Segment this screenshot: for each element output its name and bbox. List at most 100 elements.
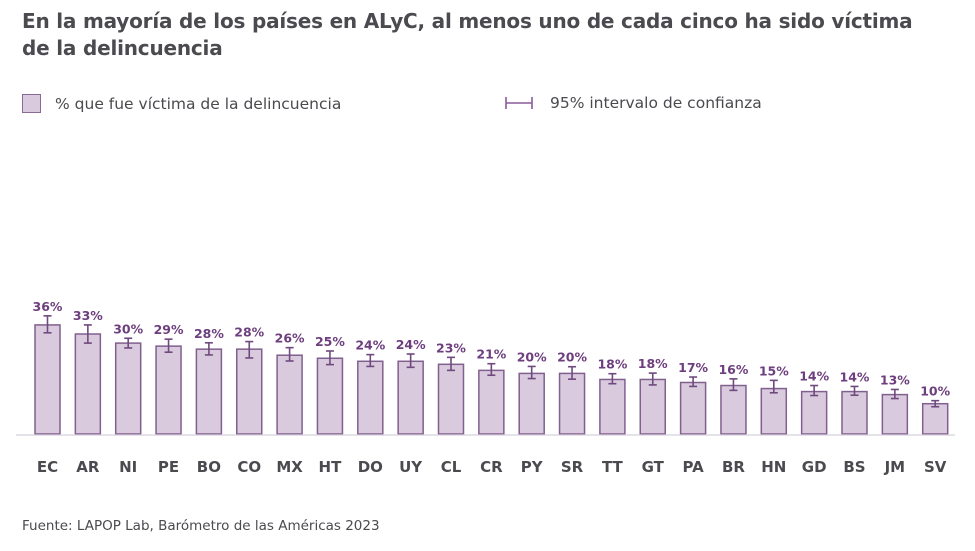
bar-ar	[74, 333, 102, 435]
value-label-gt: 18%	[638, 356, 668, 371]
error-bar-bs	[850, 385, 859, 397]
category-label-py: PY	[521, 458, 544, 476]
bar-group-sr: 20% SR	[557, 350, 587, 476]
category-label-uy: UY	[399, 458, 423, 476]
bar-py	[518, 372, 545, 435]
bar-group-cr: 21% CR	[476, 347, 506, 476]
value-label-cr: 21%	[476, 347, 506, 362]
category-label-cl: CL	[441, 458, 462, 476]
error-bar-cl	[447, 356, 455, 372]
error-bar-ht	[325, 350, 334, 366]
bar-group-hn: 15% HN	[759, 363, 789, 476]
error-bar-hn	[769, 379, 778, 394]
bar-group-gt: 18% GT	[638, 356, 668, 476]
bar-ec	[34, 324, 61, 435]
value-label-pa: 17%	[678, 360, 708, 375]
bar-group-bo: 28% BO	[194, 326, 224, 476]
value-label-pe: 29%	[154, 322, 184, 337]
legend-swatch-icon	[22, 94, 41, 113]
category-label-gd: GD	[802, 458, 827, 476]
bar-group-ec: 36% EC	[33, 299, 63, 476]
error-bar-sv	[931, 399, 940, 408]
error-bar-uy	[406, 353, 415, 369]
bar-mx	[276, 354, 303, 435]
bar-gt	[639, 378, 666, 435]
error-bar-py	[527, 365, 536, 380]
bar-group-pe: 29% PE	[154, 322, 184, 476]
category-label-ec: EC	[37, 458, 58, 476]
error-bar-bo	[204, 341, 213, 356]
bar-pa	[679, 381, 707, 435]
category-label-co: CO	[237, 458, 261, 476]
bar-group-pa: 17% PA	[678, 360, 708, 476]
category-label-ar: AR	[76, 458, 100, 476]
error-bar-tt	[608, 372, 617, 385]
bar-ht	[316, 357, 344, 435]
category-label-jm: JM	[884, 458, 906, 476]
bar-ni	[114, 342, 142, 435]
chart-title: En la mayoría de los países en ALyC, al …	[22, 9, 913, 60]
category-label-ht: HT	[319, 458, 343, 476]
error-bar-ni	[124, 337, 133, 349]
value-label-uy: 24%	[396, 337, 426, 352]
value-label-ec: 36%	[33, 299, 63, 314]
category-label-hn: HN	[761, 458, 786, 476]
bar-sv	[921, 402, 949, 435]
value-label-mx: 26%	[275, 331, 305, 346]
error-bar-ec	[43, 315, 52, 334]
value-label-hn: 15%	[759, 363, 789, 378]
value-label-ht: 25%	[315, 334, 345, 349]
value-label-ar: 33%	[73, 308, 103, 323]
bar-group-py: 20% PY	[517, 349, 547, 476]
value-label-bo: 28%	[194, 326, 224, 341]
bar-group-sv: 10% SV	[920, 384, 950, 476]
error-bar-gd	[810, 384, 819, 397]
value-label-co: 28%	[234, 325, 264, 340]
confidence-interval-icon	[505, 97, 533, 109]
category-label-sr: SR	[561, 458, 584, 476]
error-bar-gt	[648, 372, 657, 386]
category-label-gt: GT	[642, 458, 665, 476]
source-note: Fuente: LAPOP Lab, Barómetro de las Amér…	[22, 518, 380, 534]
category-label-cr: CR	[480, 458, 503, 476]
error-bar-mx	[285, 346, 294, 362]
bar-group-tt: 18% TT	[597, 357, 627, 476]
value-label-bs: 14%	[840, 369, 870, 384]
bar-group-br: 16% BR	[718, 362, 748, 476]
category-label-bs: BS	[843, 458, 865, 476]
bar-bo	[195, 348, 223, 435]
error-bar-co	[245, 340, 254, 359]
legend-ci-label: 95% intervalo de confianza	[550, 94, 762, 112]
value-label-py: 20%	[517, 349, 547, 364]
category-label-pa: PA	[682, 458, 704, 476]
error-bar-pa	[689, 376, 698, 388]
bar-group-ht: 25% HT	[315, 334, 345, 476]
bar-group-mx: 26% MX	[275, 331, 305, 476]
bar-hn	[760, 387, 788, 435]
value-label-ni: 30%	[113, 321, 143, 336]
bar-uy	[397, 360, 424, 435]
category-label-br: BR	[722, 458, 745, 476]
error-bar-sr	[568, 365, 577, 380]
bar-group-gd: 14% GD	[799, 369, 829, 476]
category-label-ni: NI	[119, 458, 137, 476]
bar-group-co: 28% CO	[234, 325, 264, 476]
category-label-mx: MX	[276, 458, 303, 476]
error-bar-do	[366, 353, 375, 368]
bar-group-jm: 13% JM	[880, 372, 910, 476]
value-label-jm: 13%	[880, 372, 910, 387]
value-label-cl: 23%	[436, 340, 466, 355]
bar-jm	[881, 393, 909, 435]
error-bar-pe	[164, 338, 173, 353]
error-bar-jm	[890, 388, 899, 400]
category-label-do: DO	[358, 458, 383, 476]
bar-group-cl: 23% CL	[436, 340, 466, 476]
value-label-br: 16%	[718, 362, 748, 377]
value-label-do: 24%	[355, 338, 385, 353]
bar-tt	[599, 378, 626, 435]
legend-ci: 95% intervalo de confianza	[504, 94, 762, 112]
value-label-sv: 10%	[920, 384, 950, 399]
bar-cl	[437, 363, 465, 435]
bar-br	[720, 384, 747, 435]
